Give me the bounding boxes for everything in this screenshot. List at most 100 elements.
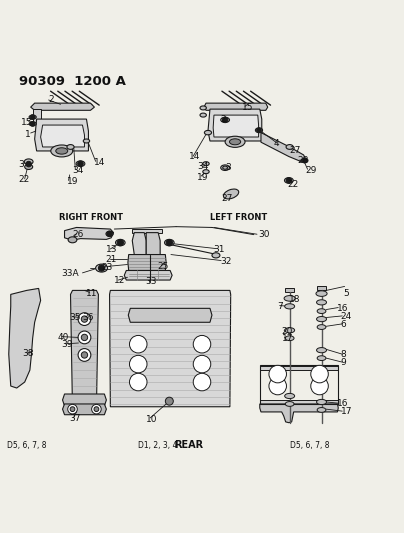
Circle shape xyxy=(94,407,99,411)
Text: 19: 19 xyxy=(67,177,78,185)
Ellipse shape xyxy=(316,291,327,296)
Text: 36: 36 xyxy=(82,313,94,322)
Bar xyxy=(260,400,338,404)
Text: 40: 40 xyxy=(58,333,69,342)
Text: RIGHT FRONT: RIGHT FRONT xyxy=(59,213,122,222)
Ellipse shape xyxy=(317,300,326,305)
Bar xyxy=(260,366,338,370)
Circle shape xyxy=(193,373,211,391)
Circle shape xyxy=(92,405,101,414)
Text: 26: 26 xyxy=(72,230,84,239)
Ellipse shape xyxy=(204,131,212,135)
Ellipse shape xyxy=(317,408,326,413)
Text: 34: 34 xyxy=(197,161,208,171)
Text: 34: 34 xyxy=(72,166,84,175)
Text: 22: 22 xyxy=(288,180,299,189)
Circle shape xyxy=(117,239,124,246)
Text: 10: 10 xyxy=(146,415,158,424)
Ellipse shape xyxy=(200,106,206,110)
Text: D5, 6, 7, 8: D5, 6, 7, 8 xyxy=(290,440,329,449)
Polygon shape xyxy=(9,288,41,388)
Polygon shape xyxy=(132,232,146,255)
Text: 33: 33 xyxy=(145,277,157,286)
Text: 2: 2 xyxy=(220,115,225,124)
Text: 3: 3 xyxy=(225,163,231,172)
Ellipse shape xyxy=(285,393,295,399)
Circle shape xyxy=(311,365,328,383)
Text: 2: 2 xyxy=(48,95,54,103)
Text: 12: 12 xyxy=(114,276,125,285)
Text: 28: 28 xyxy=(298,156,309,165)
Polygon shape xyxy=(204,103,268,110)
Text: 21: 21 xyxy=(105,255,117,264)
Ellipse shape xyxy=(25,164,33,169)
Ellipse shape xyxy=(24,159,33,165)
Text: 30: 30 xyxy=(258,230,269,239)
Polygon shape xyxy=(208,109,262,141)
Ellipse shape xyxy=(284,177,293,183)
Ellipse shape xyxy=(164,239,174,246)
Circle shape xyxy=(193,335,211,353)
Polygon shape xyxy=(33,109,41,123)
Text: REAR: REAR xyxy=(174,440,203,450)
Circle shape xyxy=(78,331,91,344)
Circle shape xyxy=(269,377,286,395)
Circle shape xyxy=(286,177,292,183)
Polygon shape xyxy=(41,125,84,147)
Text: 11: 11 xyxy=(86,289,98,298)
Polygon shape xyxy=(71,290,99,410)
Circle shape xyxy=(130,373,147,391)
Text: 22: 22 xyxy=(19,175,30,184)
Circle shape xyxy=(311,377,328,395)
Circle shape xyxy=(166,239,173,246)
Polygon shape xyxy=(65,228,114,240)
Ellipse shape xyxy=(317,309,326,313)
Text: 27: 27 xyxy=(221,194,232,203)
Circle shape xyxy=(26,161,32,167)
Ellipse shape xyxy=(225,136,245,147)
Ellipse shape xyxy=(317,317,326,322)
Ellipse shape xyxy=(221,117,229,123)
Text: 4: 4 xyxy=(274,139,279,148)
Ellipse shape xyxy=(223,189,239,199)
Text: 18: 18 xyxy=(289,295,300,304)
Circle shape xyxy=(81,352,88,358)
Text: 7: 7 xyxy=(277,302,283,311)
Text: 31: 31 xyxy=(213,245,225,254)
Ellipse shape xyxy=(29,122,36,126)
Circle shape xyxy=(78,349,91,361)
Circle shape xyxy=(269,365,286,383)
Circle shape xyxy=(70,407,75,411)
Text: LEFT FRONT: LEFT FRONT xyxy=(210,213,267,222)
Ellipse shape xyxy=(116,239,125,246)
Ellipse shape xyxy=(223,166,227,169)
Ellipse shape xyxy=(285,304,295,309)
Text: 5: 5 xyxy=(343,289,349,298)
Text: 19: 19 xyxy=(197,173,209,182)
Ellipse shape xyxy=(255,128,263,133)
Text: 23: 23 xyxy=(101,263,113,272)
Ellipse shape xyxy=(285,328,295,333)
Polygon shape xyxy=(124,270,172,280)
Text: 90309  1200 A: 90309 1200 A xyxy=(19,75,126,88)
Text: 24: 24 xyxy=(341,312,352,321)
Ellipse shape xyxy=(200,113,206,117)
Text: 16: 16 xyxy=(337,304,348,313)
Polygon shape xyxy=(109,290,231,407)
Circle shape xyxy=(81,316,88,322)
Ellipse shape xyxy=(285,336,294,341)
Text: 14: 14 xyxy=(189,152,201,161)
Polygon shape xyxy=(128,255,166,270)
Text: 1: 1 xyxy=(25,130,30,139)
Ellipse shape xyxy=(68,237,77,243)
Text: 33A: 33A xyxy=(62,269,79,278)
Circle shape xyxy=(78,313,91,326)
Text: D1, 2, 3, 4: D1, 2, 3, 4 xyxy=(138,440,178,449)
Ellipse shape xyxy=(317,325,326,329)
Polygon shape xyxy=(213,115,259,137)
Ellipse shape xyxy=(83,139,90,143)
Circle shape xyxy=(130,356,147,373)
Ellipse shape xyxy=(56,148,68,154)
Circle shape xyxy=(81,334,88,341)
Text: 8: 8 xyxy=(341,351,346,359)
